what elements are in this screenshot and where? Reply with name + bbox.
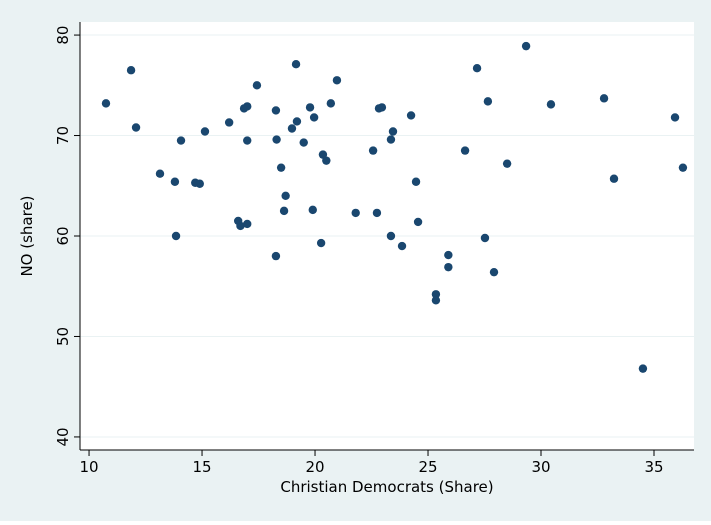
x-tick-label: 10 (79, 458, 98, 476)
point (502, 159, 512, 168)
point (243, 102, 252, 111)
point (368, 146, 378, 155)
point (276, 163, 286, 172)
point (271, 251, 281, 261)
point (271, 106, 281, 115)
point (444, 262, 453, 272)
y-tick-label: 80 (54, 26, 72, 45)
point (243, 136, 252, 145)
point (224, 118, 234, 127)
point (236, 221, 245, 231)
point (326, 99, 336, 108)
point (176, 136, 186, 145)
point (195, 179, 204, 188)
point (299, 138, 308, 147)
point (308, 205, 317, 215)
y-axis-label: NO (share) (18, 195, 36, 276)
point (287, 124, 297, 133)
point (292, 117, 302, 126)
point (406, 111, 416, 120)
point (460, 146, 470, 155)
point (252, 81, 262, 90)
point (386, 135, 396, 144)
point (413, 217, 423, 227)
point (388, 127, 398, 136)
point (281, 191, 290, 201)
point (546, 100, 556, 109)
y-tick-label: 50 (54, 327, 72, 346)
x-tick-label: 20 (305, 458, 324, 476)
point (126, 66, 136, 75)
point (483, 97, 493, 106)
point (386, 231, 396, 241)
point (332, 76, 342, 85)
point (322, 156, 331, 165)
point (489, 267, 499, 277)
point (279, 206, 289, 216)
point (431, 290, 441, 299)
y-tick-label: 40 (54, 427, 72, 446)
x-tick-label: 35 (644, 458, 663, 476)
point (670, 113, 680, 122)
point (480, 233, 490, 243)
point (101, 99, 111, 108)
point (243, 219, 252, 229)
x-axis-label: Christian Democrats (Share) (280, 478, 493, 496)
point (305, 103, 315, 112)
x-tick-label: 15 (192, 458, 211, 476)
point (609, 174, 619, 183)
point (316, 238, 326, 248)
point (444, 250, 453, 260)
point (171, 231, 181, 241)
point (599, 94, 609, 103)
point (309, 113, 319, 122)
point (377, 103, 387, 112)
y-tick-label: 60 (54, 226, 72, 245)
point (131, 123, 141, 132)
point (291, 59, 301, 69)
point (397, 241, 407, 251)
point (170, 177, 180, 186)
point (372, 208, 382, 218)
x-tick-label: 30 (531, 458, 550, 476)
point (411, 177, 421, 186)
point (155, 169, 165, 178)
point (678, 163, 688, 172)
point (351, 208, 360, 218)
point (200, 127, 210, 136)
point (431, 296, 441, 305)
point (272, 135, 281, 144)
point (521, 41, 531, 51)
x-tick-label: 25 (418, 458, 437, 476)
y-tick-label: 70 (54, 126, 72, 145)
point (472, 64, 482, 73)
point (638, 364, 648, 373)
